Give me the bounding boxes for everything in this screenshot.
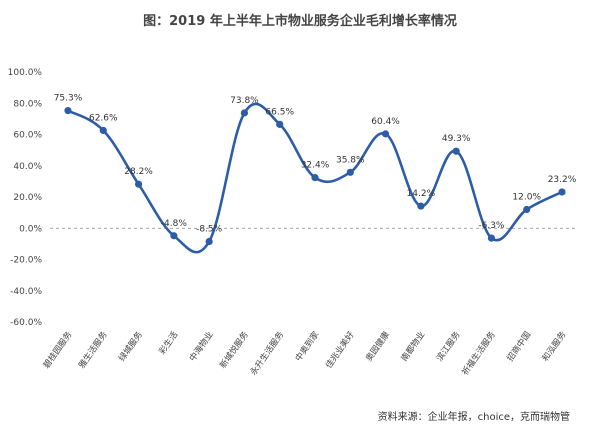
x-tick-label: 雅生活服务 — [76, 329, 110, 371]
y-tick-label: 100.0% — [8, 68, 43, 78]
x-tick-label: 招商中国 — [505, 329, 534, 363]
data-point — [487, 234, 496, 242]
data-point — [240, 109, 249, 117]
x-tick-label: 和泓服务 — [540, 329, 569, 364]
x-tick-label: 滨江服务 — [434, 329, 463, 364]
data-label: -4.8% — [161, 219, 188, 229]
data-label: 14.2% — [407, 189, 436, 199]
y-tick-label: 40.0% — [13, 162, 42, 172]
data-point — [346, 168, 354, 176]
data-point — [276, 120, 284, 128]
x-tick-label: 中奥到家 — [293, 329, 322, 364]
data-label: 75.3% — [54, 94, 83, 104]
data-label: 62.6% — [89, 113, 118, 123]
data-point — [311, 174, 319, 182]
data-point — [381, 130, 390, 138]
data-point — [99, 126, 107, 135]
x-tick-label: 绿城服务 — [117, 329, 146, 364]
x-tick-label: 新城悦服务 — [217, 329, 251, 371]
y-tick-label: -20.0% — [10, 256, 42, 266]
y-tick-label: 20.0% — [13, 193, 42, 203]
data-point — [134, 180, 143, 188]
x-tick-label: 永升生活服务 — [248, 329, 287, 377]
data-label: -8.5% — [196, 225, 223, 235]
y-tick-label: 0.0% — [19, 224, 42, 234]
y-tick-label: -40.0% — [10, 287, 42, 297]
x-tick-label: 佳兆业美好 — [323, 329, 357, 371]
x-tick-label: 中海物业 — [187, 329, 216, 363]
data-label: 12.0% — [512, 193, 541, 203]
x-tick-label: 祈福生活服务 — [460, 329, 499, 377]
data-point — [417, 202, 425, 210]
data-point — [170, 232, 178, 240]
data-label: 73.8% — [230, 96, 259, 106]
chart-title: 图：2019 年上半年上市物业服务企业毛利增长率情况 — [143, 14, 457, 29]
x-tick-label: 奥园健康 — [364, 329, 393, 364]
data-label: 35.8% — [336, 155, 365, 165]
data-point — [523, 205, 531, 214]
x-tick-label: 彩生活 — [157, 329, 181, 357]
x-tick-label: 南都物业 — [399, 329, 428, 363]
data-label: 28.2% — [124, 167, 153, 177]
data-label: 66.5% — [265, 107, 294, 117]
data-label: 23.2% — [548, 175, 577, 185]
x-tick-label: 碧桂园服务 — [41, 329, 75, 371]
y-tick-label: -60.0% — [10, 318, 42, 328]
data-label: -6.3% — [478, 221, 505, 231]
data-point — [558, 188, 566, 196]
data-point — [64, 106, 72, 115]
data-label: 60.4% — [371, 117, 400, 127]
data-label: 49.3% — [442, 134, 471, 144]
data-label: 32.4% — [301, 161, 330, 171]
y-tick-label: 80.0% — [13, 99, 42, 109]
data-point — [205, 237, 213, 246]
y-tick-label: 60.0% — [13, 131, 42, 141]
source-note: 资料来源：企业年报，choice，克而瑞物管 — [377, 412, 570, 423]
data-point — [452, 147, 460, 155]
